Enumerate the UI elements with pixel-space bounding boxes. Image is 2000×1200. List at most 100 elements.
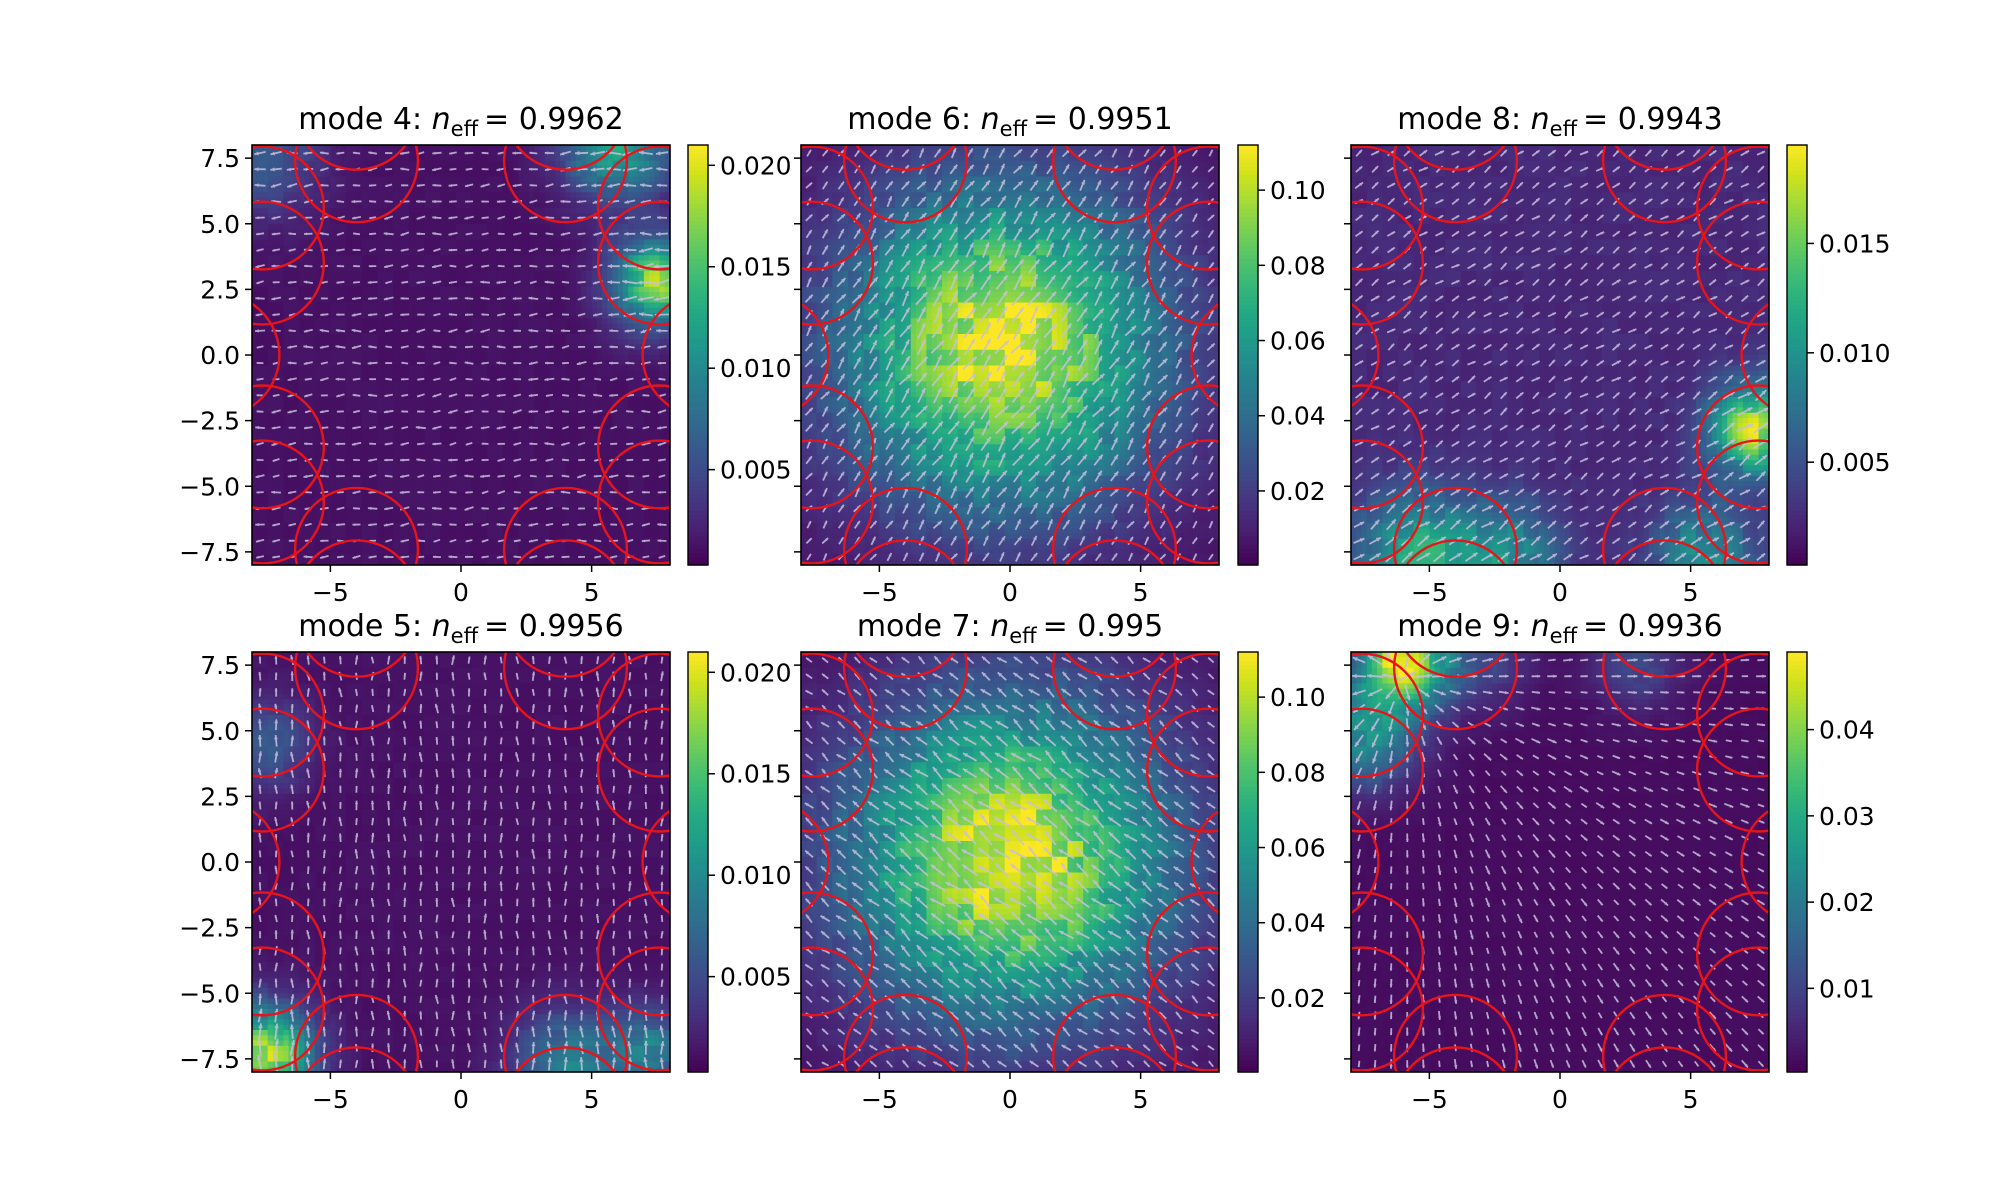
capillary-circle <box>1392 486 1519 565</box>
title-value: = 0.9956 <box>484 609 624 644</box>
capillary-circle <box>1063 145 1166 171</box>
capillary-circle <box>252 384 325 510</box>
capillary-circle <box>502 993 629 1072</box>
capillary-circle <box>1145 200 1219 326</box>
capillary-circle <box>1695 652 1769 778</box>
colorbar-tick-label: 0.06 <box>1270 834 1326 863</box>
colorbar: 0.02 0.04 0.06 0.08 0.10 <box>1237 651 1326 1073</box>
capillary-circle <box>801 439 875 565</box>
capillary-circle <box>596 439 670 565</box>
capillary-circle <box>596 891 670 1017</box>
capillary-circle <box>1613 145 1716 171</box>
quiver-arrows <box>804 147 1216 562</box>
capillary-circle <box>854 1046 957 1072</box>
title-value: = 0.9951 <box>1033 102 1173 137</box>
colorbar-tick-label: 0.010 <box>1819 339 1891 368</box>
y-tick-label: −2.5 <box>179 914 240 943</box>
x-tick-label: 5 <box>1133 578 1149 607</box>
title-value: = 0.9962 <box>484 102 624 137</box>
capillary-circle <box>305 539 408 565</box>
capillary-circle <box>641 302 670 408</box>
capillary-circle <box>252 707 325 833</box>
x-tick-label: −5 <box>861 578 898 607</box>
capillary-circle <box>1392 993 1519 1072</box>
capillary-circle <box>1351 891 1425 1017</box>
x-tick-label: 5 <box>1683 1085 1699 1114</box>
capillary-circle <box>1695 439 1769 565</box>
colorbar-tick-label: 0.04 <box>1270 909 1326 938</box>
capillary-circle <box>1404 652 1507 678</box>
capillary-circle <box>305 1046 408 1072</box>
capillary-circle <box>252 439 325 565</box>
capillary-circle <box>1695 946 1769 1072</box>
capillary-circle <box>502 145 629 224</box>
capillary-circle <box>252 891 325 1017</box>
capillary-circle <box>252 145 325 271</box>
colorbar-tick-label: 0.02 <box>1270 984 1326 1013</box>
capillary-circle <box>1601 145 1728 224</box>
capillary-circle <box>1145 439 1219 565</box>
capillary-circle <box>514 145 617 171</box>
heatmap <box>252 652 670 1072</box>
title-value: = 0.995 <box>1043 609 1164 644</box>
capillary-circle <box>596 946 670 1072</box>
heatmap <box>252 145 670 565</box>
colorbar-tick-label: 0.10 <box>1270 683 1326 712</box>
capillary-circle <box>252 302 281 408</box>
capillary-circle <box>1404 1046 1507 1072</box>
subplot-mode-9: −5 0 5 mode 9: neff = 0.9936 0.01 0.02 0.03 0.04 <box>1344 609 1875 1114</box>
capillary-circle <box>1351 145 1425 271</box>
capillary-circle <box>1351 302 1380 408</box>
capillary-circle <box>305 145 408 171</box>
title-subscript: eff <box>1550 624 1578 648</box>
colorbar-tick-label: 0.04 <box>1819 716 1875 745</box>
capillary-circle <box>801 200 875 326</box>
capillary-circle <box>1051 145 1178 224</box>
capillary-circle <box>854 145 957 171</box>
capillary-circle <box>596 145 670 271</box>
y-tick-label: 2.5 <box>200 275 240 304</box>
colorbar-tick-label: 0.010 <box>720 861 792 890</box>
title-subscript: eff <box>451 117 479 141</box>
title-prefix: mode 4: <box>298 102 431 137</box>
capillary-circle <box>1392 652 1519 731</box>
title-var: n <box>432 609 451 644</box>
heatmap <box>801 145 1219 565</box>
capillary-circle <box>293 993 420 1072</box>
y-tick-label: 0.0 <box>200 848 240 877</box>
capillary-circle <box>801 302 830 408</box>
capillary-circle <box>801 707 875 833</box>
capillary-circle <box>252 652 325 778</box>
title-value: = 0.9943 <box>1583 102 1723 137</box>
capillary-circle <box>1601 993 1728 1072</box>
title-prefix: mode 6: <box>847 102 980 137</box>
capillary-circle <box>252 809 281 915</box>
capillary-circle <box>801 946 875 1072</box>
capillary-circle <box>1063 1046 1166 1072</box>
title-prefix: mode 9: <box>1397 609 1530 644</box>
capillary-circle <box>1351 439 1425 565</box>
colorbar: 0.005 0.010 0.015 <box>1786 144 1891 566</box>
capillary-circle <box>514 1046 617 1072</box>
capillary-circle <box>1392 145 1519 224</box>
capillary-outline <box>252 145 670 565</box>
y-tick-label: −5.0 <box>179 979 240 1008</box>
capillary-circle <box>502 652 629 731</box>
title-subscript: eff <box>451 624 479 648</box>
capillary-circle <box>502 486 629 565</box>
subplot-title: mode 8: neff = 0.9943 <box>1397 102 1722 141</box>
colorbar-tick-label: 0.015 <box>1819 229 1891 258</box>
capillary-circle <box>1695 384 1769 510</box>
capillary-circle <box>801 809 830 915</box>
capillary-circle <box>1351 200 1425 326</box>
y-tick-label: 2.5 <box>200 782 240 811</box>
capillary-circle <box>1145 891 1219 1017</box>
capillary-circle <box>1145 652 1219 778</box>
y-tick-label: 0.0 <box>200 341 240 370</box>
subplot-title: mode 6: neff = 0.9951 <box>847 102 1172 141</box>
title-var: n <box>981 102 1000 137</box>
capillary-outline <box>801 145 1219 565</box>
title-prefix: mode 8: <box>1397 102 1530 137</box>
capillary-circle <box>1740 809 1769 915</box>
